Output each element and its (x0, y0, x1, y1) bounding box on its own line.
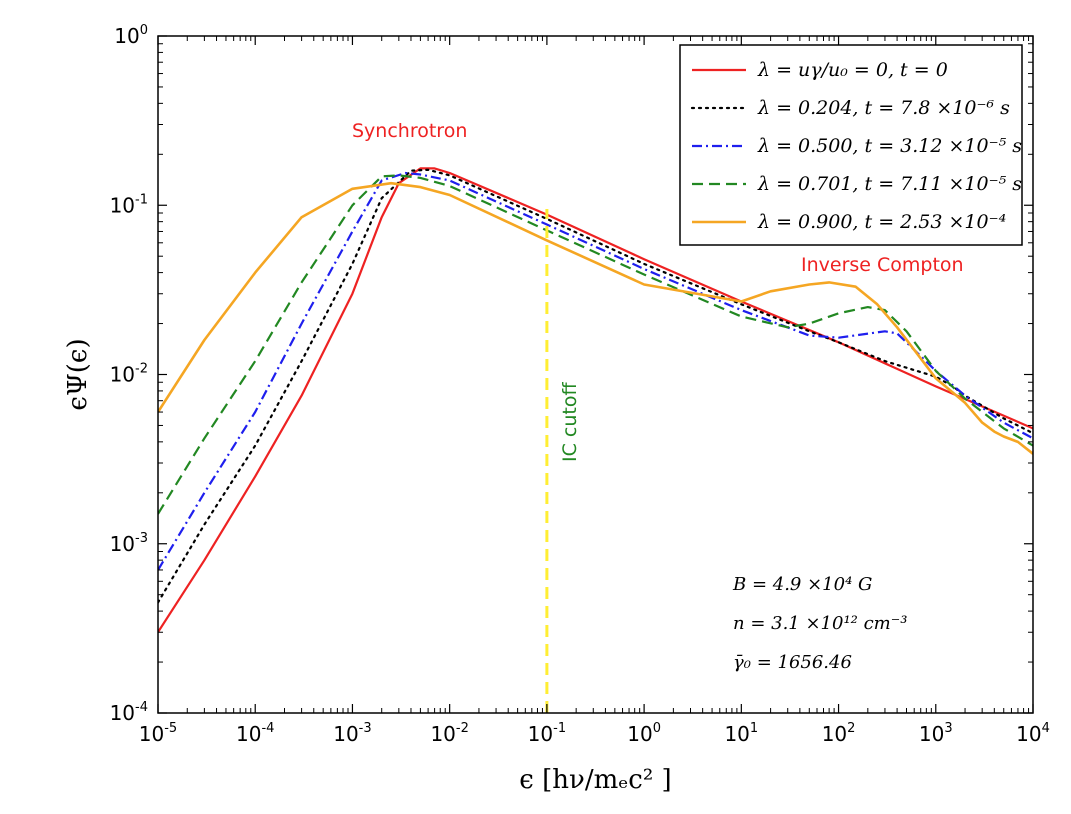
x-tick-label: 10-4 (236, 721, 274, 746)
x-tick-label: 103 (919, 721, 953, 746)
legend-label-4: λ = 0.900, t = 2.53 ×10⁻⁴ (757, 211, 1006, 233)
x-tick-label: 10-2 (430, 721, 468, 746)
legend-label-3: λ = 0.701, t = 7.11 ×10⁻⁵ s (757, 173, 1022, 195)
y-tick-label: 10-2 (110, 362, 148, 387)
ticks-layer: 10-5 10-4 10-3 10-2 10-1 100 101 102 103 10410-41… (110, 23, 1050, 746)
y-axis-label: ϵΨ(ϵ) (63, 338, 93, 410)
labels-layer: ϵ [hν/mₑc² ] ϵΨ(ϵ) (63, 338, 672, 795)
y-tick-label: 100 (114, 23, 148, 48)
legend-label-2: λ = 0.500, t = 3.12 ×10⁻⁵ s (757, 135, 1022, 157)
annotation-layer: Synchrotron Inverse Compton IC cutoff (352, 120, 964, 462)
param-density: n = 3.1 ×10¹² cm⁻³ (733, 613, 907, 634)
annotation-inverse-compton: Inverse Compton (801, 254, 964, 276)
series-line-0 (158, 167, 1033, 633)
x-tick-label: 10-3 (333, 721, 371, 746)
x-tick-label: 10-1 (528, 721, 566, 746)
parameters-box: B = 4.9 ×10⁴ G n = 3.1 ×10¹² cm⁻³ γ̄₀ = … (732, 574, 907, 673)
legend-label-0: λ = uγ/u₀ = 0, t = 0 (757, 59, 948, 81)
x-tick-label: 100 (627, 721, 661, 746)
x-tick-label: 102 (822, 721, 856, 746)
series-line-4 (158, 181, 1033, 455)
annotation-synchrotron: Synchrotron (352, 120, 467, 142)
series-line-2 (158, 171, 1033, 571)
y-tick-label: 10-4 (110, 700, 148, 725)
series-line-3 (158, 174, 1033, 515)
x-tick-label: 104 (1016, 721, 1050, 746)
param-magnetic-field: B = 4.9 ×10⁴ G (732, 574, 872, 595)
param-gamma: γ̄₀ = 1656.46 (733, 652, 852, 673)
legend: λ = uγ/u₀ = 0, t = 0 λ = 0.204, t = 7.8 ×… (679, 44, 1023, 246)
x-tick-label: 10-5 (139, 721, 177, 746)
annotation-ic-cutoff: IC cutoff (559, 382, 581, 462)
x-tick-label: 101 (724, 721, 758, 746)
series-layer (158, 167, 1033, 633)
y-tick-label: 10-1 (110, 192, 148, 217)
y-tick-label: 10-3 (110, 531, 148, 556)
x-axis-label: ϵ [hν/mₑc² ] (519, 765, 671, 795)
legend-label-1: λ = 0.204, t = 7.8 ×10⁻⁶ s (757, 97, 1010, 119)
